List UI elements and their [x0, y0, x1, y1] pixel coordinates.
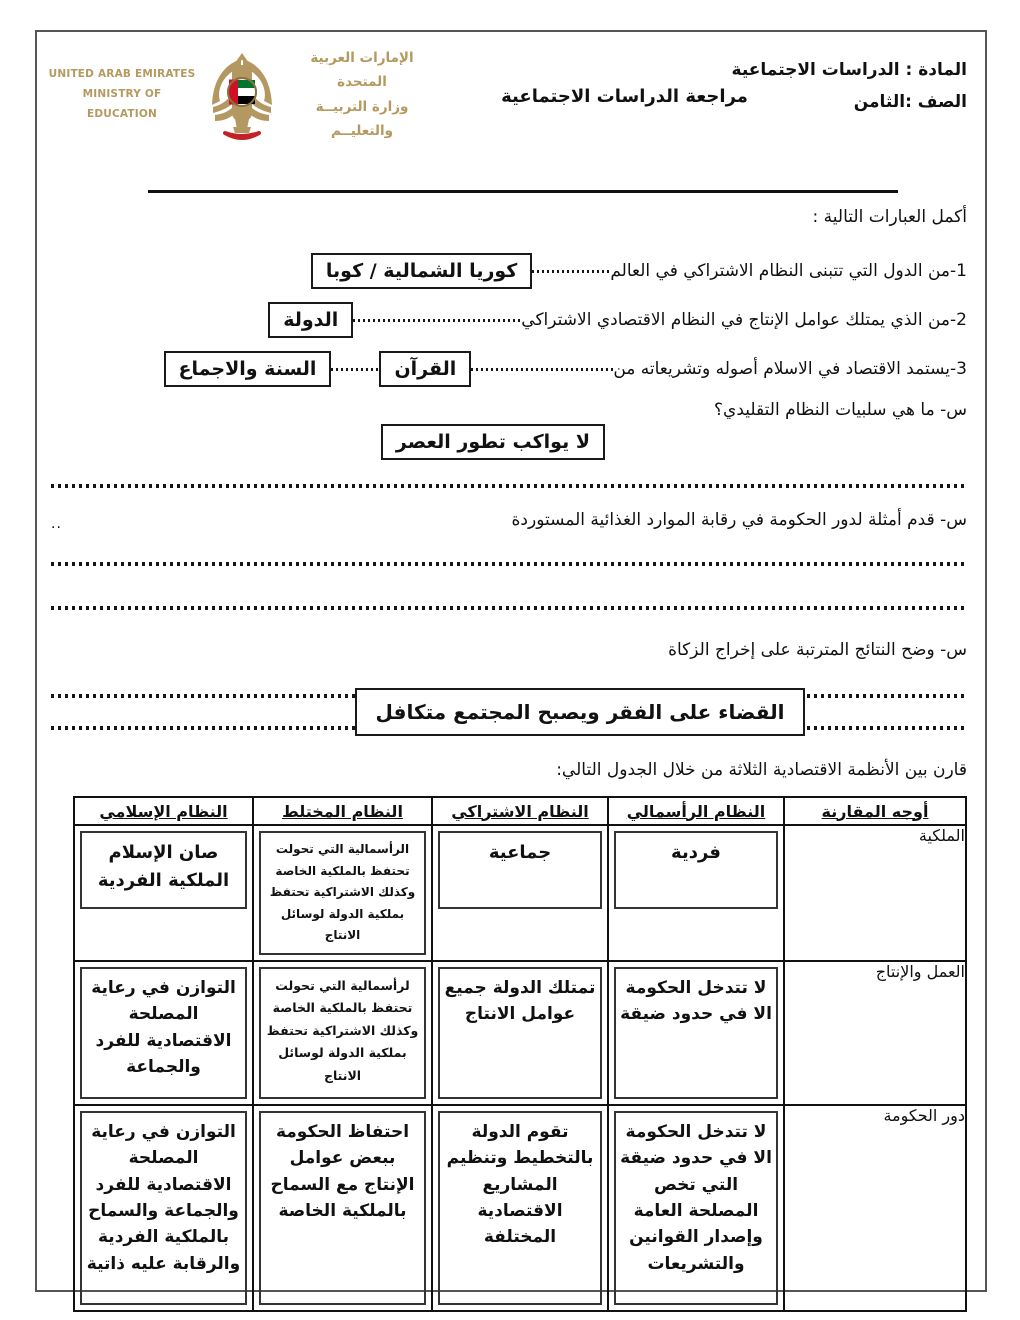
answer-box: التوازن في رعاية المصلحة الاقتصادية للفر…	[80, 1110, 247, 1305]
question-1-text: 1-من الدول التي تتبنى النظام الاشتراكي ف…	[610, 261, 967, 281]
page-title: مراجعة الدراسات الاجتماعية	[501, 86, 748, 107]
question-3: 3-يستمد الاقتصاد في الاسلام أصوله وتشريع…	[51, 351, 967, 387]
header-meta: المادة : الدراسات الاجتماعية الصف :الثام…	[732, 54, 967, 119]
ministry-logo: UNITED ARAB EMIRATES MINISTRY OF EDUCATI…	[47, 46, 437, 143]
comparison-intro: قارن بين الأنظمة الاقتصادية الثلاثة من خ…	[556, 760, 967, 780]
answer-box: احتفاظ الحكومة ببعض عوامل الإنتاج مع الس…	[259, 1110, 426, 1305]
stray-dots: ..	[51, 516, 62, 532]
row-label: العمل والإنتاج	[783, 959, 967, 1106]
answer-box: لرأسمالية التي تحولت تحتفظ بالملكية الخا…	[259, 966, 426, 1099]
dotted-leader	[331, 367, 380, 371]
dotted-leader	[471, 367, 614, 371]
ministry-name-english: UNITED ARAB EMIRATES MINISTRY OF EDUCATI…	[48, 67, 196, 120]
question-3-answer-box-1: القرآن	[379, 351, 472, 387]
dotted-answer-line	[51, 484, 967, 488]
dotted-answer-line	[51, 606, 967, 610]
answer-box: التوازن في رعاية المصلحة الاقتصادية للفر…	[80, 966, 247, 1099]
subject-line: المادة : الدراسات الاجتماعية	[731, 60, 967, 80]
answer-box: لا تتدخل الحكومة الا في حدود ضيقة	[614, 966, 778, 1099]
question-2: 2-من الذي يمتلك عوامل الإنتاج في النظام …	[51, 302, 967, 338]
question-4-answer-box: لا يواكب تطور العصر	[380, 424, 605, 460]
column-header-capitalist-system: النظام الرأسمالي	[607, 796, 785, 826]
column-header-socialist-system: النظام الاشتراكي	[431, 796, 609, 826]
answer-box: جماعية	[438, 831, 602, 909]
answer-box: لا تتدخل الحكومة الا في حدود ضيقة التي ت…	[614, 1110, 778, 1305]
column-header-islamic-system: النظام الإسلامي	[73, 796, 254, 826]
question-6-answer-band: القضاء على الفقر ويصبح المجتمع متكافل	[51, 688, 967, 736]
question-3-text: 3-يستمد الاقتصاد في الاسلام أصوله وتشريع…	[613, 359, 967, 379]
ministry-name-arabic: الإمارات العربية المتحدة وزارة التربيــة…	[310, 50, 414, 139]
page-header: المادة : الدراسات الاجتماعية الصف :الثام…	[37, 32, 985, 160]
question-6-answer-box: القضاء على الفقر ويصبح المجتمع متكافل	[355, 688, 805, 736]
answer-box: صان الإسلام الملكية الفردية	[80, 831, 247, 909]
table-row-work-and-production: العمل والإنتاج لا تتدخل الحكومة الا في ح…	[73, 959, 967, 1106]
row-label: الملكية	[783, 824, 967, 962]
answer-box: فردية	[614, 831, 778, 909]
economic-systems-comparison-table: أوجه المقارنة النظام الرأسمالي النظام ال…	[73, 796, 967, 1312]
header-divider	[148, 190, 898, 193]
question-2-text: 2-من الذي يمتلك عوامل الإنتاج في النظام …	[521, 310, 967, 330]
column-header-comparison-aspects: أوجه المقارنة	[783, 796, 967, 826]
answer-box: تمتلك الدولة جميع عوامل الانتاج	[438, 966, 602, 1099]
dotted-leader	[532, 269, 611, 273]
fill-in-intro: أكمل العبارات التالية :	[812, 207, 967, 227]
question-5-text: س- قدم أمثلة لدور الحكومة في رقابة الموا…	[511, 510, 967, 530]
worksheet-body: أكمل العبارات التالية : 1-من الدول التي …	[37, 207, 985, 1312]
question-2-answer-box: الدولة	[268, 302, 354, 338]
table-row-government-role: دور الحكومة لا تتدخل الحكومة الا في حدود…	[73, 1103, 967, 1312]
table-header-row: أوجه المقارنة النظام الرأسمالي النظام ال…	[73, 796, 967, 826]
dotted-leader	[353, 318, 522, 322]
dotted-answer-line	[51, 562, 967, 566]
answer-box: الرأسمالية التي تحولت تحتفظ بالملكية الخ…	[259, 831, 426, 955]
answer-box: تقوم الدولة بالتخطيط وتنظيم المشاريع الا…	[438, 1110, 602, 1305]
question-1-answer-box: كوريا الشمالية / كوبا	[310, 253, 533, 289]
question-4-text: س- ما هي سلبيات النظام التقليدي؟	[714, 400, 967, 420]
worksheet-page: المادة : الدراسات الاجتماعية الصف :الثام…	[35, 30, 987, 1312]
uae-falcon-emblem-icon	[212, 52, 272, 140]
row-label: دور الحكومة	[783, 1103, 967, 1312]
question-3-answer-box-2: السنة والاجماع	[163, 351, 332, 387]
grade-line: الصف :الثامن	[853, 92, 967, 113]
question-1: 1-من الدول التي تتبنى النظام الاشتراكي ف…	[51, 253, 967, 289]
column-header-mixed-system: النظام المختلط	[252, 796, 433, 826]
table-row-ownership: الملكية فردية جماعية الرأسمالية التي تحو…	[73, 824, 967, 962]
question-6-text: س- وضح النتائج المترتبة على إخراج الزكاة	[668, 640, 967, 660]
